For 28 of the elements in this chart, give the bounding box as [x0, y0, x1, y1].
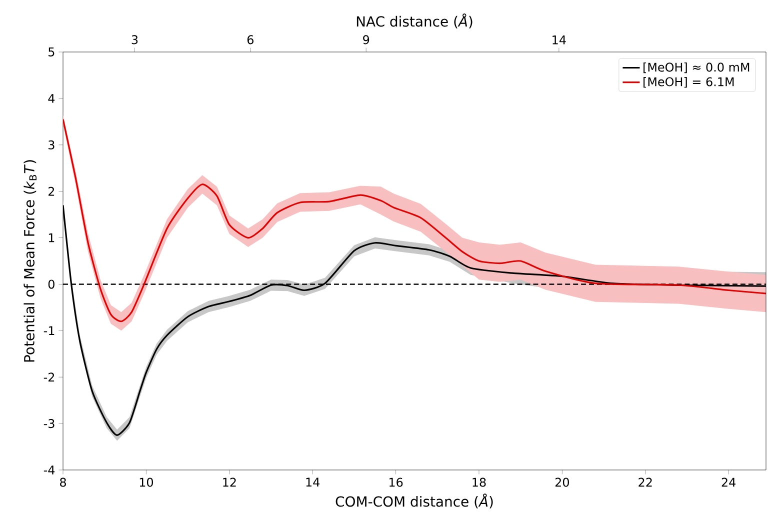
- x2-tick-label: 6: [247, 35, 254, 44]
- y-tick-label: -1: [44, 326, 54, 336]
- y-tick-label: -2: [44, 372, 54, 382]
- y-tick-label: -3: [44, 419, 54, 428]
- x-tick-label: 18: [472, 478, 486, 487]
- y-tick-label: 2: [48, 186, 54, 196]
- x-axis-title: COM-COM distance (Å): [336, 494, 493, 508]
- x-tick-label: 12: [223, 478, 236, 487]
- x2-tick-label: 3: [132, 35, 138, 44]
- y-tick-label: -4: [44, 466, 55, 474]
- x-tick-label: 10: [140, 478, 154, 487]
- y-tick-label: 4: [48, 94, 55, 103]
- y-tick-label: 3: [48, 140, 54, 150]
- x2-axis-title: NAC distance (Å): [356, 14, 472, 28]
- y-axis-title: Potential of Mean Force (k$_{B}$T): [24, 160, 36, 362]
- x-tick-label: 14: [306, 478, 320, 486]
- y-tick-label: 1: [48, 233, 54, 242]
- x-tick-label: 24: [722, 478, 736, 487]
- y-tick-label: 5: [48, 48, 54, 56]
- y-tick-label: 0: [48, 280, 54, 289]
- x2-tick-label: 9: [363, 35, 370, 44]
- x2-tick-label: 14: [552, 36, 566, 44]
- x-tick-label: 20: [555, 478, 569, 487]
- x-tick-label: 8: [60, 478, 66, 487]
- x-tick-label: 16: [389, 478, 403, 487]
- x-tick-label: 22: [638, 478, 652, 487]
- legend-label: [MeOH] = 6.1M: [644, 77, 734, 88]
- legend-label: [MeOH] ≈ 0.0 mM: [644, 62, 750, 74]
